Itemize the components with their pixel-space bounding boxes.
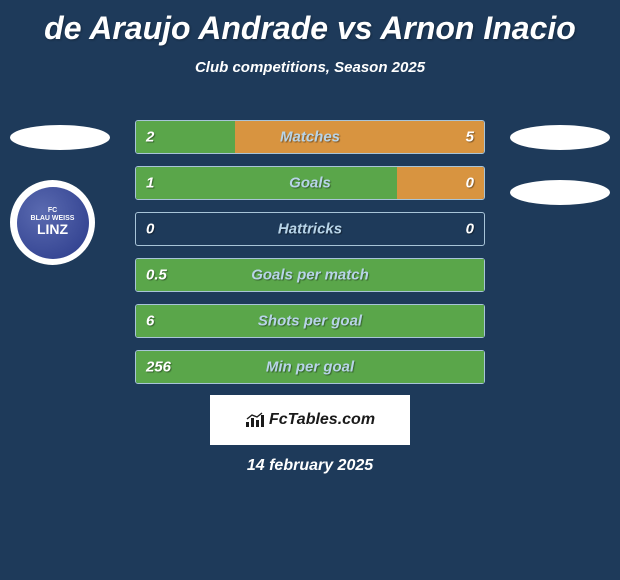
badge-line1: FC xyxy=(48,207,57,215)
stat-value-right: 0 xyxy=(466,175,474,192)
club-badge-inner: FC BLAU WEISS LINZ xyxy=(17,187,89,259)
stat-label: Hattricks xyxy=(278,221,342,238)
stats-container: 2 5 Matches 1 0 Goals 0 0 Hattricks 0.5 Goals per … xyxy=(135,120,485,396)
stat-value-right: 5 xyxy=(466,129,474,146)
stat-value-left: 0 xyxy=(146,221,154,238)
stat-value-right: 0 xyxy=(466,221,474,238)
stat-value-left: 6 xyxy=(146,313,154,330)
player1-flag-placeholder xyxy=(10,125,110,150)
stat-bar-right xyxy=(235,121,484,153)
stat-bar-left xyxy=(136,167,397,199)
stat-label: Goals xyxy=(289,175,331,192)
date-text: 14 february 2025 xyxy=(0,457,620,475)
stat-value-left: 2 xyxy=(146,129,154,146)
watermark-badge: FcTables.com xyxy=(210,395,410,445)
watermark-chart-icon xyxy=(245,412,265,428)
stat-row: 0 0 Hattricks xyxy=(135,212,485,246)
stat-value-left: 0.5 xyxy=(146,267,167,284)
player2-flag-placeholder xyxy=(510,125,610,150)
stat-label: Min per goal xyxy=(266,359,354,376)
page-title: de Araujo Andrade vs Arnon Inacio xyxy=(0,0,620,47)
player1-club-badge: FC BLAU WEISS LINZ xyxy=(10,180,95,265)
player2-badges xyxy=(510,125,610,235)
page-subtitle: Club competitions, Season 2025 xyxy=(0,59,620,76)
watermark-text: FcTables.com xyxy=(269,411,375,429)
stat-row: 2 5 Matches xyxy=(135,120,485,154)
badge-line3: LINZ xyxy=(37,222,68,237)
stat-row: 1 0 Goals xyxy=(135,166,485,200)
stat-label: Goals per match xyxy=(251,267,369,284)
stat-row: 0.5 Goals per match xyxy=(135,258,485,292)
stat-value-left: 256 xyxy=(146,359,171,376)
stat-value-left: 1 xyxy=(146,175,154,192)
stat-row: 6 Shots per goal xyxy=(135,304,485,338)
player1-badges: FC BLAU WEISS LINZ xyxy=(10,125,110,265)
stat-row: 256 Min per goal xyxy=(135,350,485,384)
stat-label: Shots per goal xyxy=(258,313,362,330)
player2-club-placeholder xyxy=(510,180,610,205)
stat-label: Matches xyxy=(280,129,340,146)
